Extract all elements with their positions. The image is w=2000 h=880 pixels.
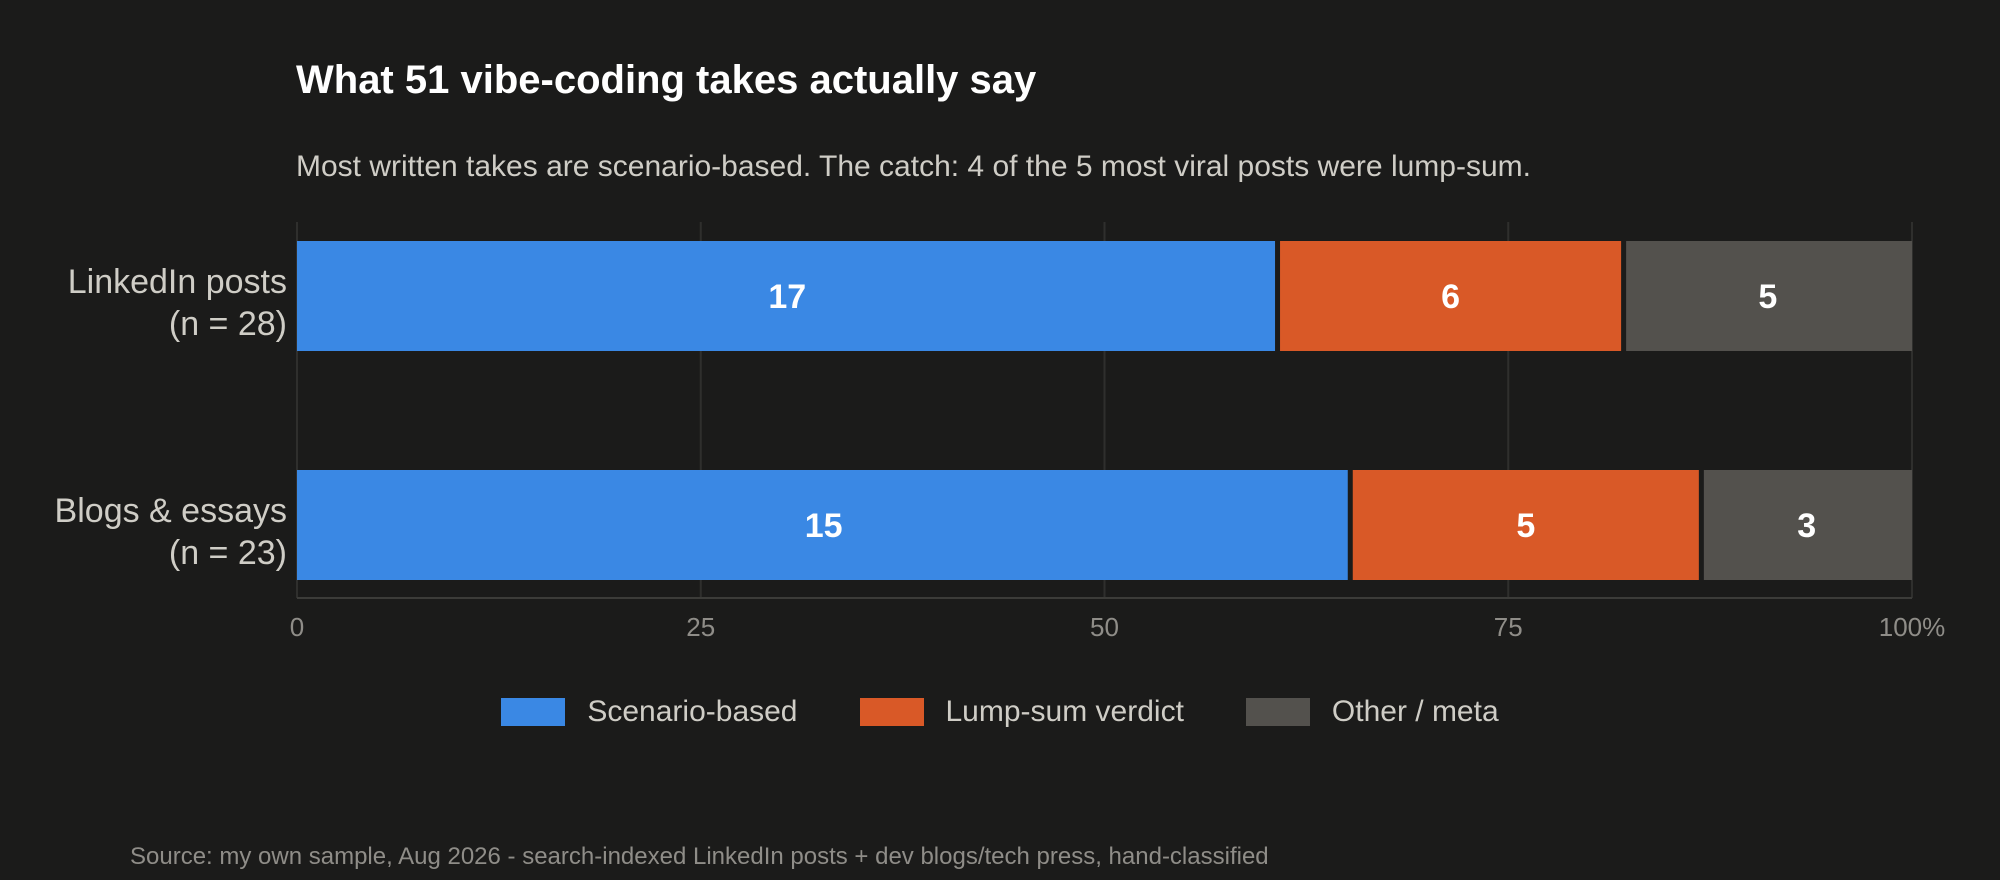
category-label-count: (n = 28) (169, 305, 287, 343)
category-label: LinkedIn posts (68, 263, 287, 301)
chart-title: What 51 vibe-coding takes actually say (296, 58, 1037, 102)
x-tick-label: 0 (290, 612, 304, 642)
legend-swatch-lump-sum (859, 698, 924, 726)
legend-item-lump-sum: Lump-sum verdict (859, 695, 1184, 729)
x-tick-label: 75 (1494, 612, 1523, 642)
source-note: Source: my own sample, Aug 2026 - search… (130, 843, 1269, 870)
legend-item-other: Other / meta (1245, 695, 1499, 729)
legend-label-scenario: Scenario-based (587, 695, 798, 728)
legend-swatch-scenario (501, 698, 566, 726)
bar-segment (1280, 241, 1622, 351)
chart-subtitle: Most written takes are scenario-based. T… (296, 150, 1531, 183)
bar-segment (297, 241, 1276, 351)
bar-segment (297, 470, 1348, 580)
bar-segment (1703, 470, 1912, 580)
x-tick-label: 25 (686, 612, 715, 642)
legend-label-other: Other / meta (1331, 695, 1499, 728)
bar-segment (1352, 470, 1699, 580)
legend: Scenario-based Lump-sum verdict Other / … (0, 695, 2000, 729)
bar-value-label: 6 (1441, 278, 1460, 316)
category-label: Blogs & essays (55, 492, 287, 530)
category-label-count: (n = 23) (169, 534, 287, 572)
bar-value-label: 5 (1758, 278, 1777, 316)
bar-value-label: 3 (1797, 507, 1816, 545)
x-tick-label: 50 (1090, 612, 1119, 642)
legend-swatch-other (1245, 698, 1310, 726)
bar-value-label: 17 (768, 278, 806, 316)
bar-value-label: 5 (1516, 507, 1535, 545)
bar-segment (1626, 241, 1912, 351)
x-tick-label: 100% (1879, 612, 1946, 642)
bar-value-label: 15 (805, 507, 843, 545)
legend-label-lump-sum: Lump-sum verdict (945, 695, 1184, 728)
legend-item-scenario: Scenario-based (501, 695, 798, 729)
